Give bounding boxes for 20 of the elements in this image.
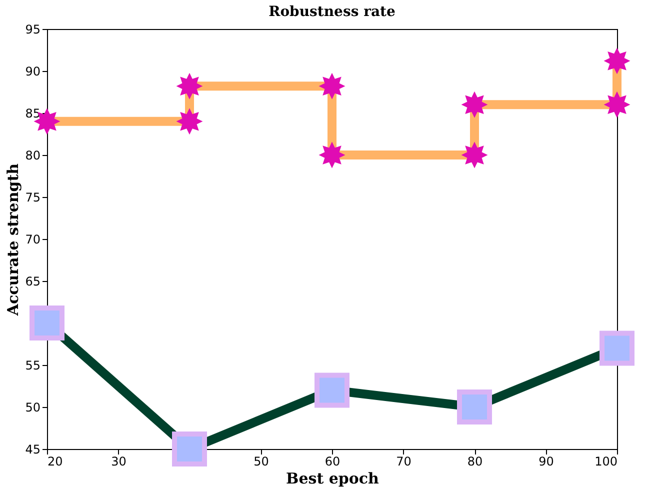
x-axis-title: Best epoch (286, 470, 380, 488)
x-tick-label: 30 (111, 454, 126, 468)
chart-title: Robustness rate (268, 4, 396, 20)
y-tick-label: 75 (25, 190, 40, 204)
x-tick-label: 70 (396, 454, 412, 468)
y-tick-label: 90 (25, 64, 40, 78)
y-tick-label: 65 (25, 274, 40, 288)
y-tick-label: 55 (25, 358, 40, 372)
y-axis-title: Accurate strength (4, 163, 22, 317)
y-tick-label: 45 (25, 442, 40, 456)
x-tick-label: 100 (594, 454, 618, 468)
x-tick-label: 90 (538, 454, 554, 468)
y-tick-label: 80 (25, 148, 40, 162)
x-tick-label: 80 (467, 454, 483, 468)
x-tick-label: 50 (254, 454, 269, 468)
y-tick-label: 70 (25, 232, 40, 246)
x-tick-label: 20 (48, 454, 63, 468)
x-tick-label: 60 (324, 454, 340, 468)
y-tick-label: 95 (25, 22, 40, 36)
y-tick-label: 50 (25, 400, 40, 414)
